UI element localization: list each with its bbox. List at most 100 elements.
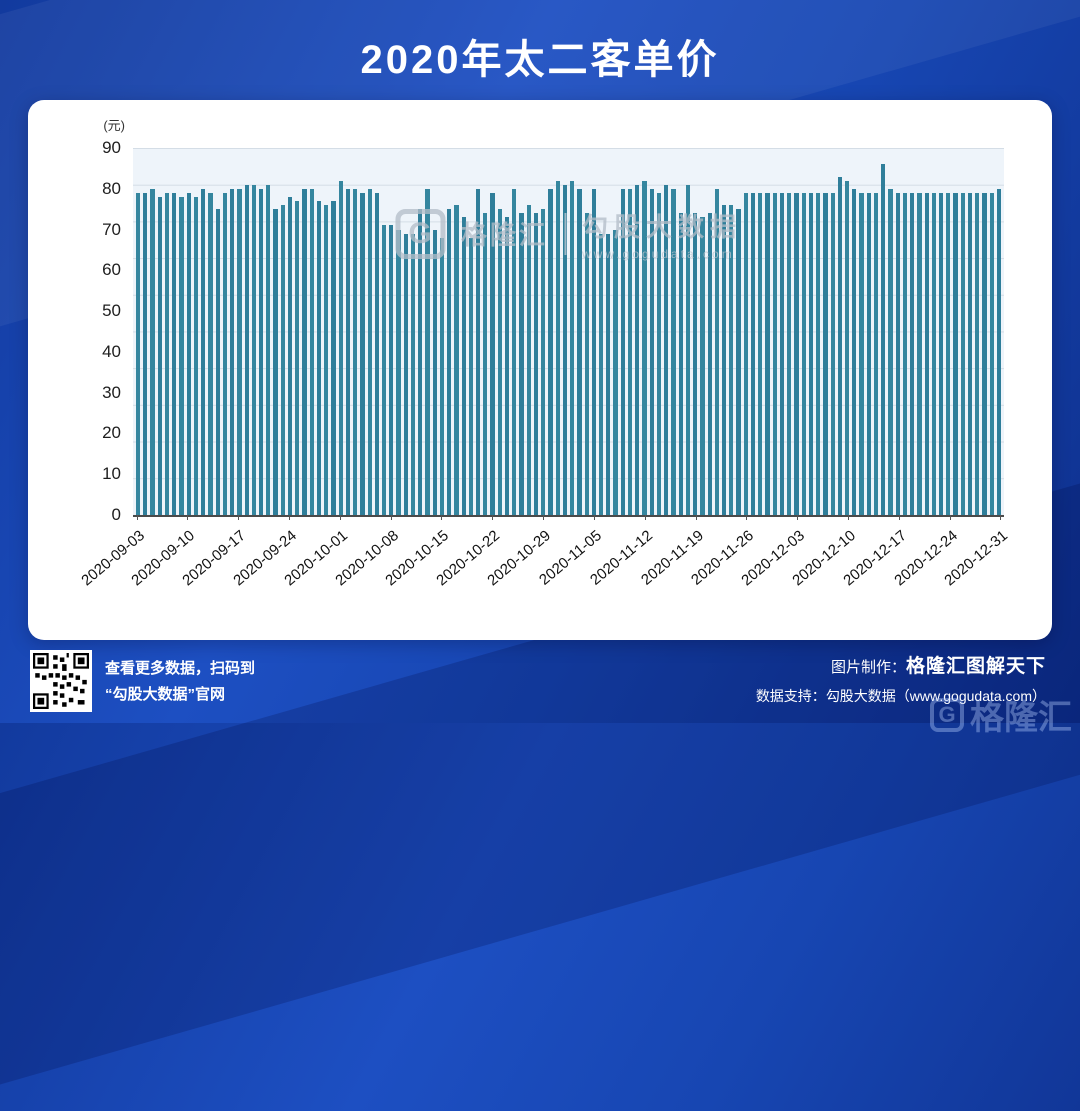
bar [353, 188, 358, 515]
bar [664, 184, 669, 515]
bar [953, 192, 958, 515]
bar [910, 192, 915, 515]
credit-line: 图片制作：格隆汇图解天下 [831, 651, 1046, 678]
qr-code [30, 650, 92, 712]
y-tick-label: 90 [102, 138, 121, 157]
bar [230, 188, 235, 515]
bar [721, 205, 727, 515]
bar [454, 205, 459, 515]
y-tick-label: 20 [102, 423, 121, 443]
x-tick-mark [797, 515, 799, 520]
bar [193, 196, 199, 515]
bar [186, 192, 191, 515]
bar [208, 192, 213, 515]
bar [924, 192, 929, 515]
bar [591, 188, 596, 515]
bar [729, 205, 734, 515]
bar [201, 188, 206, 515]
bar [418, 209, 423, 515]
footer: 查看更多数据，扫码到 “勾股大数据”官网 图片制作：格隆汇图解天下 数据支持：勾… [0, 640, 1080, 737]
bar [830, 192, 835, 515]
bar [215, 209, 220, 515]
bar [794, 192, 799, 515]
x-tick-mark [390, 515, 392, 520]
bar [627, 188, 633, 515]
bar [266, 184, 271, 515]
x-tick-mark [898, 515, 900, 520]
credit-label: 图片制作： [830, 659, 906, 676]
y-tick-label: 70 [102, 219, 121, 239]
support-label: 数据支持： [755, 688, 826, 704]
bar [562, 184, 568, 515]
bar [526, 205, 531, 515]
chart-card: (元) 0 10 20 30 40 50 60 70 80 90 2020-09-03 2020-0… [28, 100, 1052, 640]
bar [931, 192, 937, 515]
bar [143, 192, 148, 515]
bar [975, 192, 980, 515]
bar [222, 192, 228, 515]
bar [982, 192, 987, 515]
bar [396, 229, 401, 515]
bar [541, 209, 546, 515]
x-tick-mark [543, 515, 545, 520]
bar [779, 192, 785, 515]
x-tick-mark [136, 515, 138, 520]
bar [888, 188, 893, 515]
bar [808, 192, 814, 515]
corner-logo-g-icon: G [930, 697, 964, 732]
bar [881, 164, 886, 515]
bar [656, 192, 662, 515]
support-line: 数据支持：勾股大数据（www.gogudata.com） [756, 686, 1046, 706]
bar [295, 201, 300, 515]
bar [273, 209, 278, 515]
x-tick-mark [441, 515, 443, 520]
bar [324, 205, 329, 515]
bar [490, 192, 495, 515]
bar [642, 180, 647, 515]
gridlines [133, 148, 1004, 515]
bar [946, 192, 951, 515]
bar [280, 205, 285, 515]
bar [844, 180, 850, 515]
y-tick-label: 30 [102, 382, 121, 402]
bar [577, 188, 582, 515]
bar [287, 196, 293, 515]
bar [801, 192, 806, 515]
bar [179, 196, 184, 515]
corner-brand: 格隆汇 [970, 699, 1072, 737]
bar [700, 217, 705, 515]
x-tick-mark [644, 515, 646, 520]
x-tick-mark [1000, 515, 1002, 520]
bar [476, 188, 481, 515]
bar [599, 233, 604, 515]
credit-brand: 格隆汇图解天下 [905, 656, 1046, 677]
bar [251, 184, 256, 515]
bar [533, 213, 539, 515]
bar [338, 180, 343, 515]
bar [939, 192, 944, 515]
bar [331, 201, 336, 515]
bar [483, 213, 488, 515]
y-axis-unit-label: (元) [103, 118, 125, 133]
bar [302, 188, 307, 515]
x-tick-mark [339, 515, 341, 520]
bar [461, 217, 466, 515]
y-tick-label: 60 [102, 260, 121, 280]
page-title: 2020年太二客单价 [360, 38, 720, 82]
bar [613, 229, 618, 515]
bar [685, 184, 691, 515]
x-tick-mark [949, 515, 951, 520]
bar [164, 192, 170, 515]
bar [258, 188, 264, 515]
x-tick-mark [289, 515, 291, 520]
bar [410, 233, 416, 515]
bar [389, 225, 394, 515]
bar [606, 233, 611, 515]
bar [917, 192, 922, 515]
bar [345, 188, 351, 515]
bar [823, 192, 828, 515]
bar [859, 192, 864, 515]
scan-text: 查看更多数据，扫码到 “勾股大数据”官网 [105, 656, 255, 709]
x-tick-mark [593, 515, 595, 520]
bar [316, 201, 322, 515]
